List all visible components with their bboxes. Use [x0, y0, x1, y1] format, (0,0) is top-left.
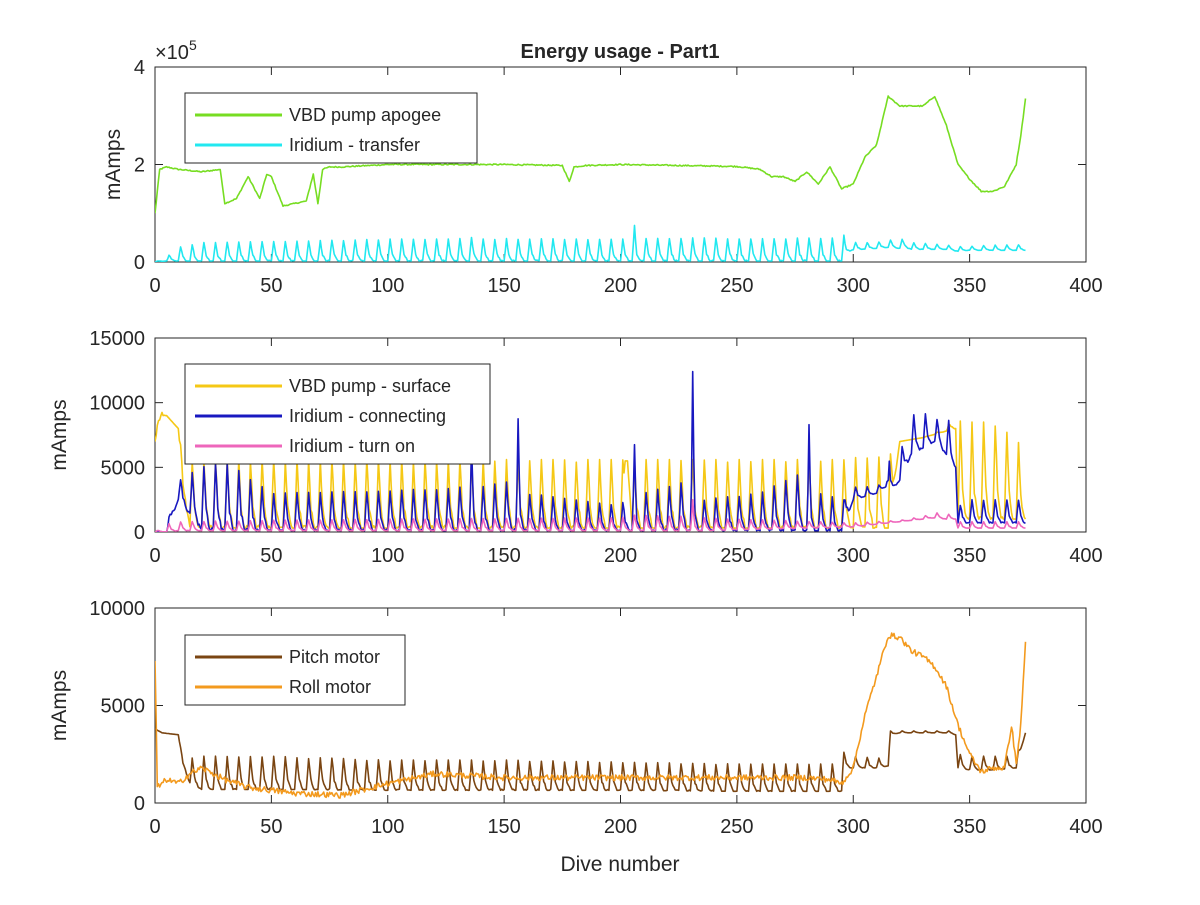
legend-entry: Iridium - transfer: [289, 135, 420, 155]
legend-entry: Iridium - turn on: [289, 436, 415, 456]
x-tick-label: 350: [953, 816, 986, 838]
series-line-1: [155, 95, 1027, 214]
x-tick-label: 150: [487, 275, 520, 297]
legend: VBD pump apogee Iridium - transfer: [184, 92, 478, 164]
x-tick-label: 100: [371, 275, 404, 297]
legend: Pitch motor Roll motor: [184, 634, 406, 706]
y-tick-label: 10000: [89, 393, 145, 415]
y-tick-label: 0: [134, 522, 145, 544]
x-axis-label: Dive number: [560, 853, 679, 876]
y-tick-label: 0: [134, 252, 145, 274]
x-tick-label: 300: [837, 275, 870, 297]
y-tick-label: 4: [134, 57, 145, 79]
x-tick-label: 300: [837, 545, 870, 567]
y-exponent-label: ×105: [155, 37, 197, 64]
y-axis-label: mAmps: [48, 399, 71, 470]
y-tick-label: 10000: [89, 598, 145, 620]
x-tick-label: 0: [149, 545, 160, 567]
subplot-2: 0 50 100 150 200 250 300 350 400 0 5000 10000 15000 m…: [48, 328, 1103, 567]
x-tick-label: 200: [604, 545, 637, 567]
x-tick-label: 0: [149, 275, 160, 297]
y-tick-label: 5000: [101, 457, 146, 479]
subplot-1: 0 50 100 150 200 250 300 350 400 0 2 4 ×105 mAmps VBD …: [102, 37, 1103, 297]
y-axis-label: mAmps: [48, 670, 71, 741]
legend-entry: Pitch motor: [289, 647, 380, 667]
y-tick-label: 5000: [101, 696, 146, 718]
x-tick-label: 400: [1069, 275, 1102, 297]
series-line-2: [155, 632, 1027, 799]
legend-box: [184, 92, 478, 164]
x-tick-label: 100: [371, 545, 404, 567]
series-line-1: [155, 411, 1027, 529]
x-tick-label: 0: [149, 816, 160, 838]
x-tick-label: 250: [720, 816, 753, 838]
legend-entry: Iridium - connecting: [289, 406, 446, 426]
x-tick-label: 200: [604, 275, 637, 297]
x-tick-label: 350: [953, 545, 986, 567]
x-tick-label: 400: [1069, 545, 1102, 567]
series-line-1: [155, 728, 1027, 793]
legend-entry: VBD pump apogee: [289, 105, 441, 125]
x-tick-label: 250: [720, 275, 753, 297]
legend-box: [184, 634, 406, 706]
x-tick-label: 200: [604, 816, 637, 838]
x-tick-label: 300: [837, 816, 870, 838]
series-line-3: [155, 498, 1026, 532]
legend-entry: Roll motor: [289, 677, 371, 697]
legend: VBD pump - surface Iridium - connecting Ir…: [184, 363, 491, 465]
x-tick-label: 50: [260, 816, 282, 838]
x-tick-label: 50: [260, 275, 282, 297]
series-line-2: [155, 224, 1026, 262]
y-axis-label: mAmps: [102, 129, 125, 200]
y-tick-label: 2: [134, 155, 145, 177]
series-line-2: [155, 370, 1026, 532]
x-tick-label: 400: [1069, 816, 1102, 838]
x-tick-label: 50: [260, 545, 282, 567]
y-tick-label: 15000: [89, 328, 145, 350]
y-tick-label: 0: [134, 793, 145, 815]
x-tick-label: 250: [720, 545, 753, 567]
subplot-3: 0 50 100 150 200 250 300 350 400 0 5000 10000 mAmps P…: [48, 598, 1103, 838]
x-tick-label: 150: [487, 816, 520, 838]
legend-entry: VBD pump - surface: [289, 376, 451, 396]
x-tick-label: 150: [487, 545, 520, 567]
x-tick-label: 100: [371, 816, 404, 838]
x-tick-label: 350: [953, 275, 986, 297]
figure-title: Energy usage - Part1: [521, 41, 720, 63]
